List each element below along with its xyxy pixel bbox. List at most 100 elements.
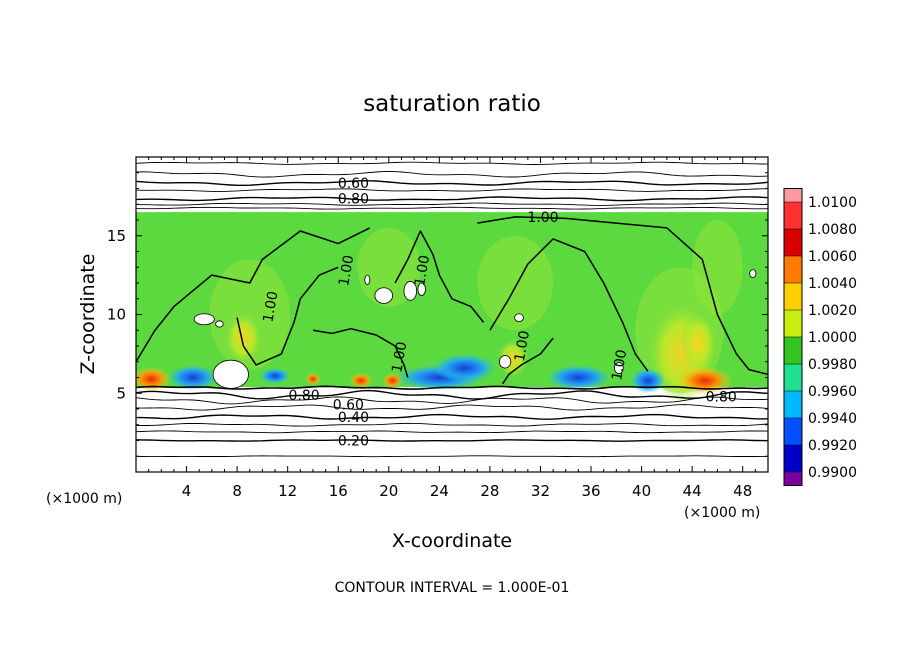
contour-line-1-00 bbox=[477, 216, 768, 376]
dry-patch bbox=[749, 269, 757, 278]
y-tick-label: 10 bbox=[107, 306, 126, 324]
colorbar-label: 0.9940 bbox=[808, 411, 857, 427]
contour-line-1-00 bbox=[489, 238, 649, 372]
colorbar-swatch bbox=[784, 337, 802, 364]
colorbar-label: 0.9960 bbox=[808, 384, 857, 400]
x-tick-label: 40 bbox=[632, 482, 651, 500]
contour-label: 1.00 bbox=[609, 348, 630, 381]
x-tick-label: 48 bbox=[733, 482, 752, 500]
contour-line bbox=[136, 385, 768, 390]
z-unit-label: (×1000 m) bbox=[46, 491, 122, 507]
dry-patch bbox=[614, 362, 624, 374]
contour-label: 0.20 bbox=[338, 434, 369, 450]
x-tick-label: 44 bbox=[683, 482, 702, 500]
contour-line-1-00 bbox=[236, 266, 339, 366]
x-tick-label: 28 bbox=[480, 482, 499, 500]
contour-line-1-00 bbox=[312, 327, 409, 378]
subsat-edge bbox=[433, 353, 497, 383]
colorbar-label: 1.0080 bbox=[808, 222, 857, 238]
dry-patch bbox=[514, 313, 524, 322]
contour-label: 0.60 bbox=[333, 397, 364, 413]
contour-label: 0.80 bbox=[289, 388, 320, 404]
x-tick-label: 20 bbox=[379, 482, 398, 500]
contour-line bbox=[136, 161, 768, 165]
colorbar-swatch bbox=[784, 364, 802, 391]
colorbar-label: 0.9920 bbox=[808, 438, 857, 454]
contour-label: 0.80 bbox=[706, 389, 737, 405]
subsat-edge bbox=[167, 364, 219, 391]
colorbar-swatch bbox=[784, 256, 802, 283]
dry-patch bbox=[499, 355, 512, 369]
colorbar-label: 1.0000 bbox=[808, 330, 857, 346]
contour-label: 1.00 bbox=[389, 340, 410, 373]
contour-line bbox=[136, 171, 768, 178]
contour-label: 1.00 bbox=[512, 329, 533, 362]
dry-patch bbox=[212, 359, 249, 389]
contour-label: 1.00 bbox=[336, 254, 357, 287]
contour-label: 1.00 bbox=[260, 290, 281, 323]
x-axis-title: X-coordinate bbox=[392, 530, 512, 552]
y-tick-label: 15 bbox=[107, 227, 126, 245]
contour-line bbox=[136, 455, 768, 458]
x-tick-label: 32 bbox=[531, 482, 550, 500]
colorbar-swatch bbox=[784, 283, 802, 310]
colorbar-label: 0.9900 bbox=[808, 465, 857, 481]
contour-label: 0.40 bbox=[338, 410, 369, 426]
contour-line bbox=[136, 389, 768, 400]
supersat-core bbox=[225, 312, 262, 364]
colorbar-label: 1.0100 bbox=[808, 195, 857, 211]
contour-label: 0.60 bbox=[338, 176, 369, 192]
colorbar-swatch bbox=[784, 418, 802, 445]
dry-patch bbox=[403, 281, 418, 301]
dry-patch bbox=[417, 282, 426, 297]
contour-line-1-00 bbox=[394, 230, 485, 323]
supersat-core bbox=[680, 314, 717, 372]
colorbar-swatch bbox=[784, 202, 802, 229]
y-tick-label: 5 bbox=[116, 384, 126, 402]
supersat-hotspot bbox=[349, 372, 373, 389]
colorbar-label: 0.9980 bbox=[808, 357, 857, 373]
colorbar-label: 1.0040 bbox=[808, 276, 857, 292]
colorbar-label: 1.0020 bbox=[808, 303, 857, 319]
subsat-edge bbox=[546, 364, 611, 391]
contour-lines bbox=[136, 161, 768, 458]
x-tick-label: 36 bbox=[581, 482, 600, 500]
y-axis-title: Z-coordinate bbox=[77, 254, 99, 375]
contour-line bbox=[136, 422, 768, 427]
contour-line-1-00 bbox=[136, 227, 371, 363]
colorbar-swatch bbox=[784, 445, 802, 472]
x-tick-label: 24 bbox=[430, 482, 449, 500]
contour-line bbox=[136, 188, 768, 192]
contour-line bbox=[136, 439, 768, 442]
colorbar-swatch bbox=[784, 188, 802, 202]
supersat-hotspot bbox=[136, 366, 172, 392]
contour-line bbox=[136, 396, 768, 405]
saturation-field bbox=[136, 212, 768, 405]
colorbar-swatch bbox=[784, 472, 802, 486]
contour-line bbox=[136, 430, 768, 434]
x-tick-label: 4 bbox=[182, 482, 192, 500]
contour-line bbox=[136, 196, 768, 202]
contour-line bbox=[136, 179, 768, 186]
supersat-plume bbox=[692, 220, 743, 315]
contour-label: 1.00 bbox=[412, 254, 433, 287]
dry-patch bbox=[374, 287, 393, 304]
colorbar: 1.0100 1.0080 1.0060 1.0040 1.0020 1.0000 0.99… bbox=[783, 188, 857, 486]
x-tick-label: 8 bbox=[232, 482, 242, 500]
chart-title: saturation ratio bbox=[363, 91, 541, 117]
colorbar-swatch bbox=[784, 229, 802, 256]
contour-labels: 0.600.801.001.00 1.001.001.00 1.001.000.80… bbox=[260, 176, 736, 450]
x-tick-label: 12 bbox=[278, 482, 297, 500]
colorbar-label: 1.0060 bbox=[808, 249, 857, 265]
supersat-hotspot bbox=[305, 372, 321, 386]
contour-line-1-00 bbox=[501, 337, 554, 385]
x-unit-label: (×1000 m) bbox=[684, 505, 760, 521]
subsat-edge bbox=[259, 368, 291, 384]
contour-line bbox=[136, 206, 768, 210]
contour-label: 0.80 bbox=[338, 192, 369, 208]
contour-line bbox=[136, 202, 768, 206]
contour-interval-footer: CONTOUR INTERVAL = 1.000E-01 bbox=[335, 580, 570, 596]
contour-line bbox=[136, 404, 768, 411]
